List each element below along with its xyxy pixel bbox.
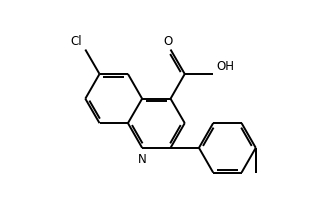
Text: OH: OH	[216, 59, 235, 73]
Text: N: N	[138, 153, 147, 166]
Text: Cl: Cl	[70, 35, 82, 48]
Text: O: O	[164, 35, 173, 48]
